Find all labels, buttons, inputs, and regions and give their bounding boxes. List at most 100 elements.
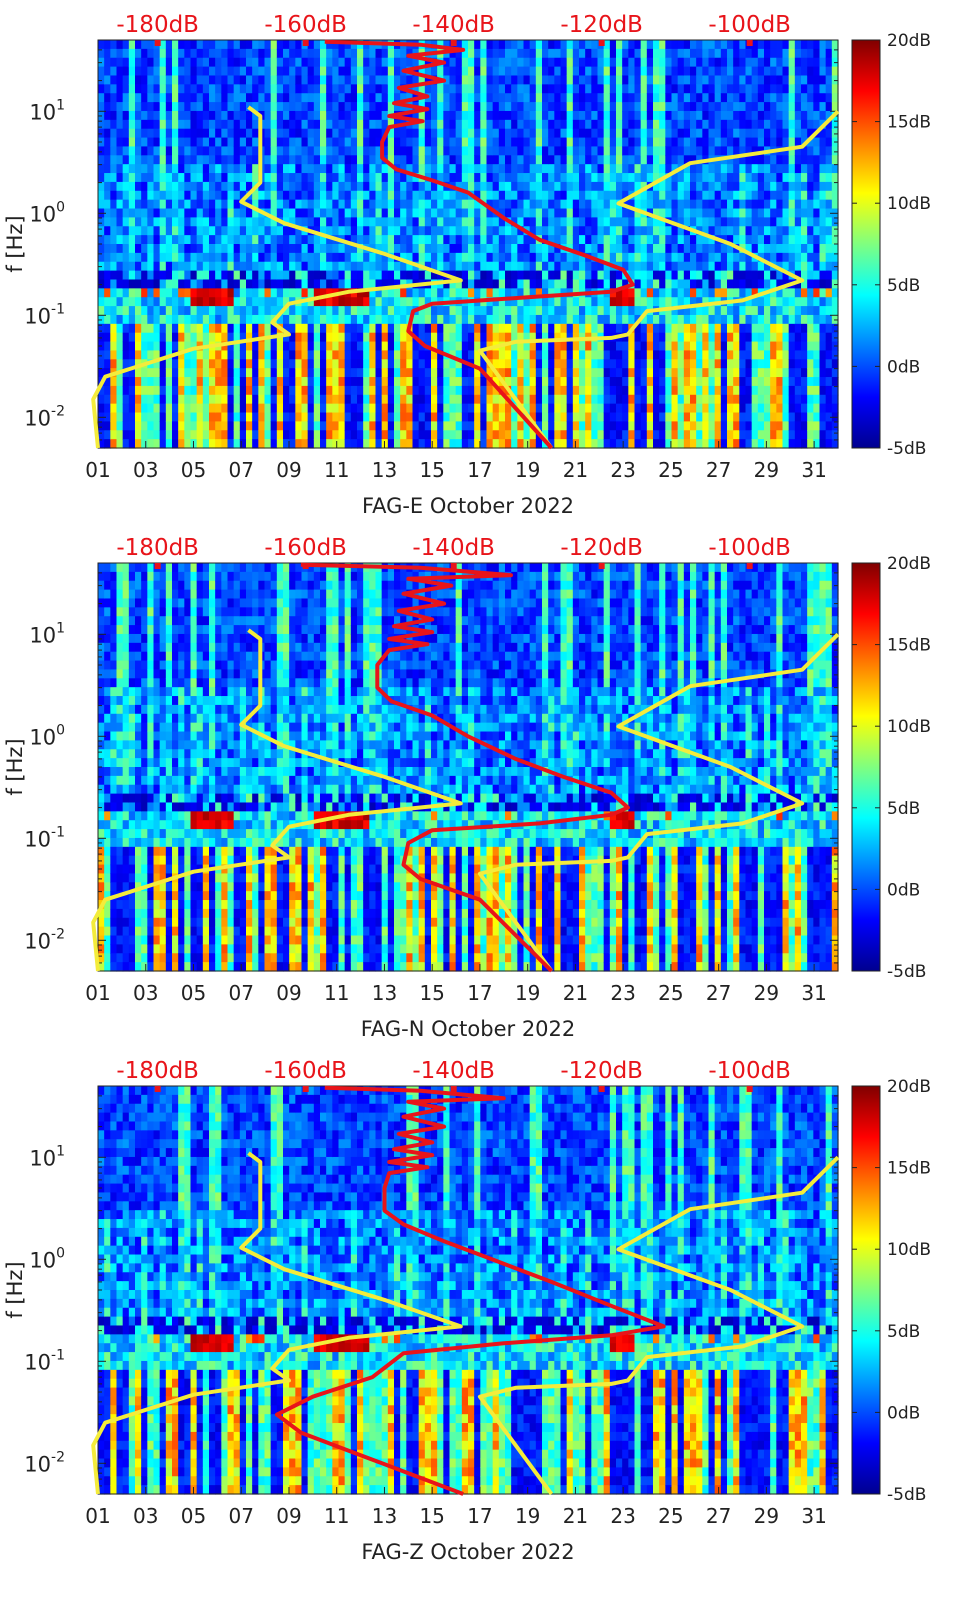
x-tick-label: 21	[563, 458, 588, 482]
x-tick-label: 29	[754, 981, 779, 1005]
x-tick-label: 07	[228, 458, 253, 482]
x-tick-label: 01	[85, 981, 110, 1005]
x-tick-label: 13	[372, 981, 397, 1005]
x-tick-label: 21	[563, 981, 588, 1005]
top-db-label: -120dB	[560, 535, 643, 561]
colorbar	[851, 39, 881, 449]
top-db-label: -140dB	[412, 535, 495, 561]
top-db-label: -180dB	[116, 535, 199, 561]
y-tick-label: 10-1	[24, 1347, 65, 1374]
top-db-tick	[450, 1086, 457, 1092]
x-tick-label: 01	[85, 1504, 110, 1528]
top-db-tick	[154, 40, 161, 46]
x-tick-label: 19	[515, 981, 540, 1005]
spectrogram	[98, 1086, 839, 1495]
series-line-1	[91, 1151, 463, 1495]
x-tick-label: 29	[754, 1504, 779, 1528]
colorbar-label: 5dB	[887, 1322, 920, 1342]
y-axis-label: f [Hz]	[3, 215, 27, 272]
x-tick-label: 03	[133, 458, 158, 482]
x-tick-label: 25	[658, 981, 683, 1005]
series-line-3	[324, 39, 635, 450]
colorbar-label: 5dB	[887, 276, 920, 296]
colorbar-label: 0dB	[887, 880, 920, 900]
x-tick-label: 13	[372, 1504, 397, 1528]
top-db-label: -120dB	[560, 12, 643, 38]
y-tick-label: 10-2	[24, 1449, 65, 1476]
top-db-label: -160dB	[264, 12, 347, 38]
y-tick-label: 101	[29, 97, 65, 124]
top-db-tick	[746, 1086, 753, 1092]
y-tick-label: 10-2	[24, 403, 65, 430]
top-db-tick	[154, 563, 161, 569]
series-line-2	[477, 109, 840, 450]
panel-1: 01 03 05 07 09 11 13 15 17 19 21 23 25 27 29 31 10-2 10-1…	[3, 12, 931, 518]
top-db-label: -120dB	[560, 1058, 643, 1084]
x-tick-label: 05	[181, 1504, 206, 1528]
x-tick-label: 25	[658, 1504, 683, 1528]
x-tick-label: 07	[228, 1504, 253, 1528]
top-db-label: -100dB	[708, 12, 791, 38]
x-tick-label: 11	[324, 458, 349, 482]
top-db-label: -160dB	[264, 535, 347, 561]
colorbar-label: 15dB	[887, 636, 931, 656]
series-line-3	[300, 562, 630, 973]
top-db-label: -100dB	[708, 1058, 791, 1084]
x-tick-label: 11	[324, 1504, 349, 1528]
top-db-label: -160dB	[264, 1058, 347, 1084]
series-line-3	[275, 1085, 666, 1496]
top-db-label: -180dB	[116, 1058, 199, 1084]
colorbar-label: 20dB	[887, 554, 931, 574]
top-db-tick	[302, 40, 309, 46]
panel-3: 01 03 05 07 09 11 13 15 17 19 21 23 25 27 29 31 10-2 10-1…	[3, 1058, 931, 1564]
colorbar	[851, 562, 881, 972]
x-tick-label: 03	[133, 981, 158, 1005]
x-axis-label: FAG-N October 2022	[361, 1017, 576, 1041]
y-tick-label: 101	[29, 1143, 65, 1170]
x-tick-label: 03	[133, 1504, 158, 1528]
colorbar-label: 0dB	[887, 1403, 920, 1423]
x-tick-label: 05	[181, 981, 206, 1005]
top-db-label: -140dB	[412, 1058, 495, 1084]
x-tick-label: 27	[706, 458, 731, 482]
top-db-label: -100dB	[708, 535, 791, 561]
panel-2: 01 03 05 07 09 11 13 15 17 19 21 23 25 27 29 31 10-2 10-1…	[3, 535, 931, 1041]
x-tick-label: 19	[515, 1504, 540, 1528]
series-line-1	[91, 105, 463, 449]
y-tick-label: 10-2	[24, 926, 65, 953]
y-tick-label: 10-1	[24, 301, 65, 328]
top-db-tick	[746, 40, 753, 46]
colorbar-label: 5dB	[887, 799, 920, 819]
colorbar-label: -5dB	[887, 962, 926, 982]
x-tick-label: 01	[85, 458, 110, 482]
top-db-tick	[598, 1086, 605, 1092]
x-tick-label: 31	[801, 1504, 826, 1528]
colorbar-label: 10dB	[887, 194, 931, 214]
y-tick-label: 100	[29, 722, 65, 749]
x-tick-label: 27	[706, 1504, 731, 1528]
top-db-tick	[450, 563, 457, 569]
top-db-label: -180dB	[116, 12, 199, 38]
top-db-tick	[598, 563, 605, 569]
colorbar-label: 10dB	[887, 1240, 931, 1260]
top-db-tick	[450, 40, 457, 46]
x-tick-label: 15	[419, 1504, 444, 1528]
colorbar-label: 15dB	[887, 1159, 931, 1179]
x-tick-label: 15	[419, 458, 444, 482]
x-axis-label: FAG-E October 2022	[362, 494, 574, 518]
x-tick-label: 05	[181, 458, 206, 482]
x-tick-label: 11	[324, 981, 349, 1005]
x-tick-label: 17	[467, 1504, 492, 1528]
y-tick-label: 10-1	[24, 824, 65, 851]
x-tick-label: 21	[563, 1504, 588, 1528]
colorbar-label: 0dB	[887, 357, 920, 377]
y-tick-label: 101	[29, 620, 65, 647]
colorbar-label: 10dB	[887, 717, 931, 737]
top-db-tick	[154, 1086, 161, 1092]
x-tick-label: 27	[706, 981, 731, 1005]
x-tick-label: 17	[467, 458, 492, 482]
colorbar-label: 20dB	[887, 31, 931, 51]
y-axis-label: f [Hz]	[3, 738, 27, 795]
y-axis-label: f [Hz]	[3, 1261, 27, 1318]
